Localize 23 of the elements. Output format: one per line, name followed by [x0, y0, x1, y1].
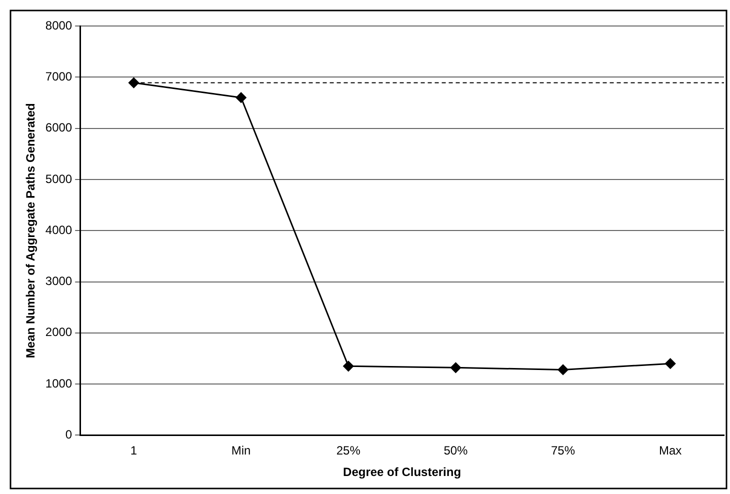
point [558, 364, 568, 375]
x-axis-title: Degree of Clustering [343, 465, 462, 480]
y-tick-label: 1000 [45, 376, 72, 390]
x-tick-label: 50% [444, 444, 468, 458]
point [236, 92, 246, 103]
y-tick-label: 5000 [45, 172, 72, 186]
y-tick-label: 3000 [45, 274, 72, 288]
point [450, 362, 461, 373]
y-tick-label: 6000 [45, 120, 72, 135]
y-tick-label: 7000 [45, 69, 72, 84]
x-tick-label: 25% [336, 444, 361, 458]
x-tick-label: 1 [130, 444, 138, 458]
y-tick-label: 2000 [45, 325, 72, 340]
y-axis-title: Mean Number of Aggregate Paths Generated [24, 103, 38, 358]
x-tick-label: Min [231, 444, 251, 458]
point [343, 360, 354, 372]
point [128, 78, 140, 88]
y-tick-label: 4000 [45, 222, 72, 237]
y-tick-label: 8000 [45, 18, 72, 32]
x-tick-label: Max [659, 444, 682, 458]
y-tick-label: 0 [65, 428, 72, 442]
point [665, 358, 676, 369]
x-tick-label: 75% [551, 444, 576, 458]
